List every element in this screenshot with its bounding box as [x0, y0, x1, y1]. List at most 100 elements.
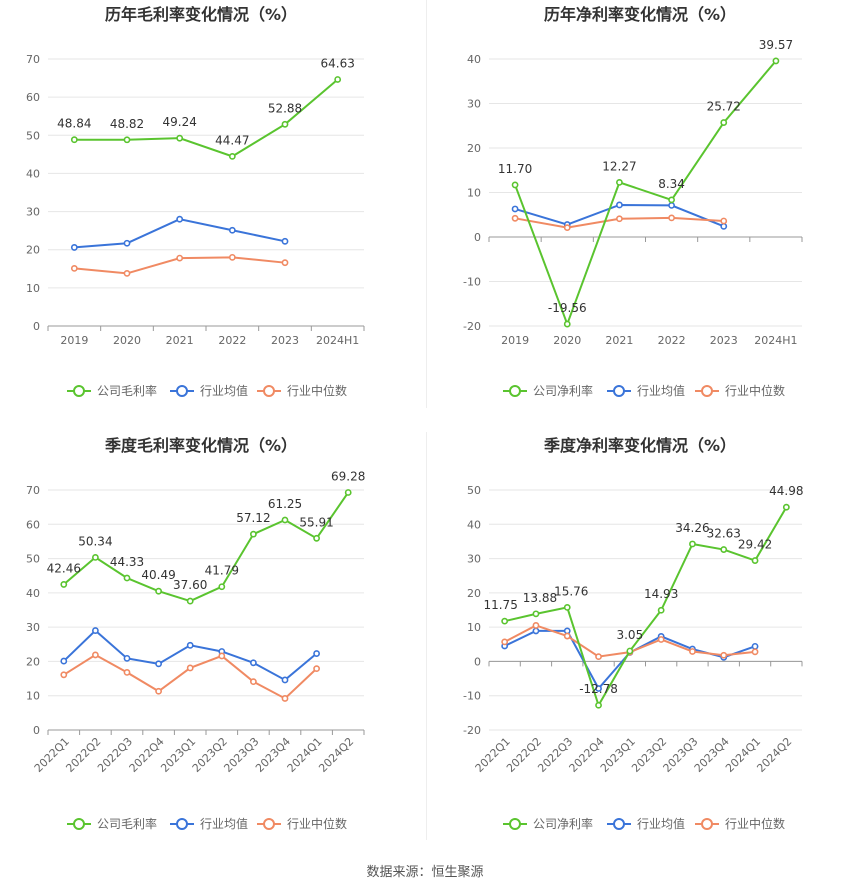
data-point [123, 654, 131, 662]
data-point [70, 136, 78, 144]
y-tick-label: 50 [467, 484, 481, 497]
data-label: 40.49 [141, 568, 175, 582]
y-tick-label: 40 [467, 53, 481, 66]
series-line-company [74, 78, 339, 158]
x-tick-label: 2020 [553, 334, 581, 347]
data-point [616, 215, 623, 223]
data-label: 48.82 [110, 117, 144, 131]
data-label: 64.63 [320, 56, 354, 70]
data-label: 44.33 [110, 555, 144, 569]
legend-marker [613, 818, 625, 830]
y-tick-label: 0 [474, 655, 481, 668]
data-point [249, 678, 257, 686]
legend-marker [509, 385, 521, 397]
data-label: 15.76 [554, 584, 588, 598]
chart-title: 历年净利率变化情况（%） [544, 5, 736, 24]
y-tick-label: 70 [26, 484, 40, 497]
x-tick-label: 2022 [658, 334, 686, 347]
y-tick-label: 0 [474, 231, 481, 244]
data-point [123, 574, 131, 582]
data-label: 50.34 [78, 534, 112, 548]
data-point [532, 622, 540, 629]
data-point [772, 57, 780, 65]
data-point [123, 269, 131, 277]
data-point [281, 237, 289, 245]
data-point [176, 134, 184, 142]
data-point [92, 627, 99, 634]
x-tick-label: 2019 [501, 334, 529, 347]
data-point [532, 627, 540, 635]
y-tick-label: -20 [463, 724, 481, 737]
data-point [92, 554, 99, 561]
data-label: 61.25 [268, 497, 302, 511]
legend-marker [263, 385, 275, 397]
y-tick-label: 30 [26, 621, 40, 634]
data-point [689, 540, 696, 548]
data-point [511, 205, 519, 213]
data-point [334, 76, 342, 83]
data-point [563, 224, 571, 232]
x-tick-label: 2023 [710, 334, 738, 347]
vertical-divider-top [426, 0, 427, 408]
y-tick-label: -10 [463, 276, 481, 289]
data-point [60, 657, 68, 665]
data-point [657, 636, 665, 643]
data-label: 11.75 [483, 598, 517, 612]
data-point [720, 217, 728, 225]
y-tick-label: 40 [467, 518, 481, 531]
x-tick-label: 2023 [271, 334, 299, 347]
data-point [281, 516, 289, 524]
data-point [626, 647, 634, 655]
chart-title: 季度净利率变化情况（%） [543, 436, 736, 455]
data-point [782, 503, 790, 511]
legend-marker [613, 385, 625, 397]
y-tick-label: 10 [26, 690, 40, 703]
data-label: 52.88 [268, 101, 302, 115]
data-label: -12.78 [579, 682, 618, 696]
legend-marker [176, 385, 188, 397]
y-tick-label: 20 [26, 655, 40, 668]
data-point [720, 222, 728, 230]
data-label: 32.63 [707, 527, 741, 541]
x-tick-label: 2024H1 [316, 334, 359, 347]
data-label: 13.88 [523, 591, 557, 605]
y-tick-label: 60 [26, 518, 40, 531]
data-label: -19.56 [548, 301, 587, 315]
y-tick-label: 60 [26, 91, 40, 104]
y-tick-label: 10 [26, 282, 40, 295]
y-tick-label: 40 [26, 167, 40, 180]
y-tick-label: 70 [26, 53, 40, 66]
data-label: 3.05 [616, 628, 643, 642]
data-point [720, 651, 728, 659]
data-point [720, 119, 728, 126]
series-line-company [514, 60, 777, 327]
data-point [249, 530, 257, 538]
data-point [751, 557, 759, 564]
legend-label: 公司净利率 [533, 816, 593, 831]
y-tick-label: 0 [33, 724, 40, 737]
chart-2: 历年净利率变化情况（%） -20 -10 0 10 20 30 40 2019 2020 2021 2… [463, 5, 803, 398]
y-tick-label: 10 [467, 187, 481, 200]
legend-label: 行业中位数 [287, 383, 347, 398]
legend-marker [263, 818, 275, 830]
data-point [501, 617, 509, 625]
data-point [60, 671, 68, 679]
x-tick-label: 2022 [218, 334, 246, 347]
data-point [228, 226, 236, 234]
data-point [186, 597, 194, 605]
data-label: 57.12 [236, 511, 270, 525]
legend-label: 行业中位数 [725, 816, 785, 831]
data-point [218, 583, 226, 591]
legend-label: 公司毛利率 [97, 383, 157, 398]
data-point [344, 489, 352, 496]
data-label: 8.34 [658, 177, 685, 191]
y-tick-label: 30 [467, 553, 481, 566]
x-tick-label: 2019 [60, 334, 88, 347]
data-point [155, 660, 162, 668]
series-line-company [63, 491, 350, 603]
data-point [186, 641, 194, 649]
chart-1: 历年毛利率变化情况（%） 0 10 20 30 40 50 60 70 2019 2020 2021 2… [26, 5, 365, 398]
x-tick-label: 2020 [113, 334, 141, 347]
data-point [595, 685, 602, 692]
data-point [720, 546, 728, 553]
